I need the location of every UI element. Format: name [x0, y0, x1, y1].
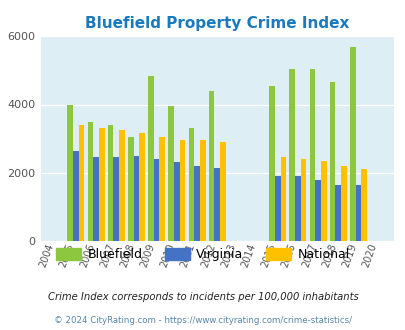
Text: © 2024 CityRating.com - https://www.cityrating.com/crime-statistics/: © 2024 CityRating.com - https://www.city… — [54, 316, 351, 325]
Bar — [153, 159, 159, 241]
Bar — [300, 159, 306, 241]
Bar — [320, 161, 326, 241]
Bar — [269, 86, 274, 241]
Bar — [340, 166, 346, 241]
Bar — [274, 176, 280, 241]
Text: Crime Index corresponds to incidents per 100,000 inhabitants: Crime Index corresponds to incidents per… — [47, 292, 358, 302]
Bar — [188, 128, 194, 241]
Bar — [119, 130, 124, 241]
Bar — [67, 105, 73, 241]
Bar — [208, 91, 214, 241]
Bar — [79, 125, 84, 241]
Bar — [335, 185, 340, 241]
Bar — [289, 69, 294, 241]
Bar — [329, 82, 335, 241]
Bar — [315, 180, 320, 241]
Bar — [280, 157, 286, 241]
Bar — [349, 47, 355, 241]
Bar — [294, 176, 300, 241]
Bar — [73, 150, 79, 241]
Bar — [148, 76, 153, 241]
Legend: Bluefield, Virginia, National: Bluefield, Virginia, National — [51, 243, 354, 266]
Title: Bluefield Property Crime Index: Bluefield Property Crime Index — [85, 16, 349, 31]
Bar — [87, 121, 93, 241]
Bar — [108, 125, 113, 241]
Bar — [214, 168, 220, 241]
Bar — [128, 137, 133, 241]
Bar — [174, 162, 179, 241]
Bar — [360, 169, 366, 241]
Bar — [355, 185, 360, 241]
Bar — [133, 156, 139, 241]
Bar — [199, 140, 205, 241]
Bar — [113, 157, 119, 241]
Bar — [93, 157, 99, 241]
Bar — [159, 137, 165, 241]
Bar — [220, 142, 225, 241]
Bar — [99, 128, 104, 241]
Bar — [309, 69, 315, 241]
Bar — [194, 166, 199, 241]
Bar — [139, 134, 145, 241]
Bar — [168, 106, 174, 241]
Bar — [179, 140, 185, 241]
